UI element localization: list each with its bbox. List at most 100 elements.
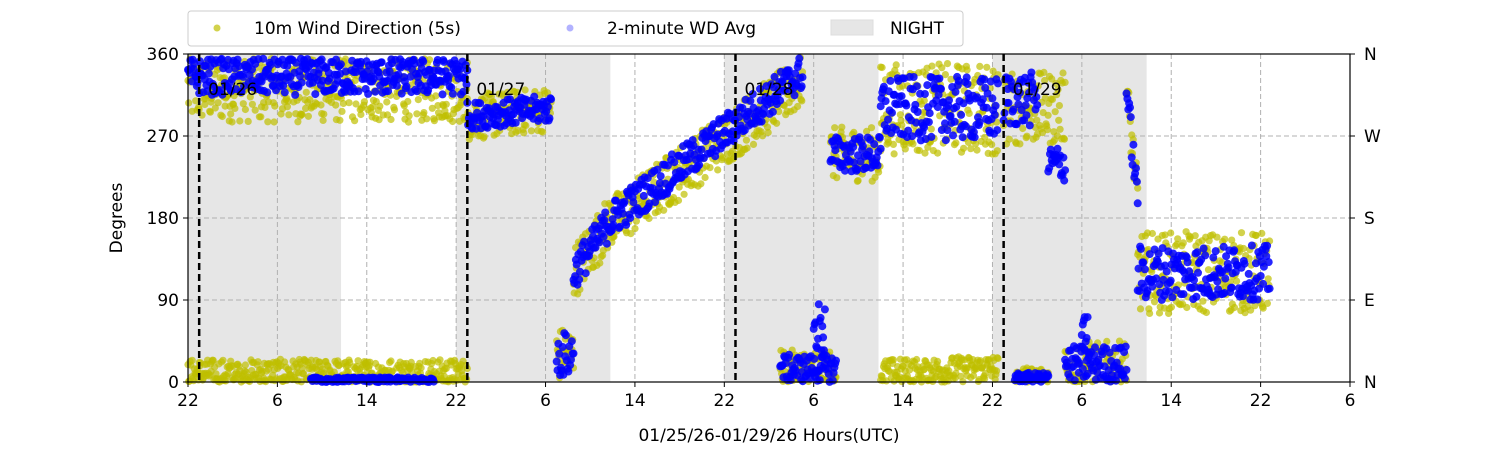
raw-point: [341, 55, 350, 63]
avg-point: [988, 94, 997, 103]
raw-point: [680, 190, 688, 198]
raw-point: [320, 369, 328, 377]
compass-tick-label: N: [1364, 373, 1377, 393]
avg-point: [975, 118, 984, 127]
raw-point: [405, 112, 413, 120]
raw-point: [1199, 297, 1207, 305]
raw-point: [351, 117, 359, 125]
avg-point: [980, 75, 989, 84]
raw-point: [1055, 102, 1063, 110]
raw-point: [185, 99, 193, 107]
raw-point: [414, 96, 422, 104]
raw-point: [909, 140, 917, 148]
raw-point: [1033, 116, 1041, 124]
avg-point: [1044, 372, 1053, 380]
avg-point: [920, 90, 929, 98]
raw-point: [209, 356, 217, 364]
raw-point: [674, 196, 683, 205]
avg-point: [1148, 282, 1157, 291]
raw-point: [284, 97, 292, 105]
avg-point: [1263, 241, 1272, 250]
avg-point: [1070, 376, 1079, 385]
avg-point: [1265, 284, 1274, 293]
raw-point: [1146, 309, 1154, 317]
legend: 10m Wind Direction (5s) 2-minute WD Avg …: [187, 10, 964, 47]
avg-point: [937, 126, 946, 134]
raw-point: [246, 93, 254, 101]
raw-point: [1148, 229, 1156, 238]
raw-point: [1251, 302, 1259, 310]
avg-point: [865, 147, 874, 156]
avg-point: [1059, 153, 1068, 162]
raw-point: [338, 107, 346, 115]
avg-point: [1166, 276, 1175, 285]
avg-point: [1022, 111, 1031, 120]
raw-point: [339, 99, 347, 108]
raw-point: [983, 63, 991, 71]
avg-point: [978, 95, 987, 104]
raw-point: [650, 178, 658, 186]
avg-point: [748, 90, 757, 98]
raw-point: [1051, 108, 1059, 116]
raw-point: [241, 361, 249, 369]
avg-point: [552, 357, 561, 366]
raw-point: [239, 100, 247, 108]
avg-point: [1199, 244, 1208, 253]
avg-point: [259, 54, 268, 63]
raw-point: [867, 124, 876, 132]
avg-point: [567, 337, 576, 346]
avg-point: [1012, 120, 1021, 129]
avg-point: [1004, 98, 1013, 107]
raw-point: [952, 139, 960, 147]
avg-point: [991, 101, 1000, 110]
raw-point: [336, 116, 344, 124]
avg-point: [924, 118, 933, 127]
raw-point: [963, 66, 971, 74]
raw-point: [763, 123, 772, 131]
x-tick-label: 6: [540, 391, 551, 411]
raw-point: [432, 92, 440, 100]
avg-point: [622, 220, 631, 229]
raw-point: [522, 121, 530, 130]
avg-point: [941, 136, 950, 145]
avg-point: [1136, 244, 1145, 253]
raw-point: [357, 110, 365, 119]
avg-point: [1221, 274, 1230, 283]
x-tick-label: 14: [624, 391, 646, 411]
legend-label-5s: 10m Wind Direction (5s): [254, 19, 461, 39]
avg-point: [620, 197, 629, 206]
raw-point: [889, 140, 898, 148]
avg-point: [1183, 258, 1192, 267]
raw-point: [890, 150, 898, 158]
raw-point: [1044, 111, 1052, 119]
raw-point: [794, 102, 802, 111]
avg-point: [810, 354, 819, 363]
avg-point: [354, 87, 363, 96]
avg-point: [949, 131, 957, 140]
raw-point: [317, 101, 325, 109]
avg-point: [1222, 252, 1231, 261]
y-tick-label: 0: [168, 373, 179, 393]
raw-point: [1264, 275, 1272, 283]
avg-point: [909, 73, 918, 81]
raw-point: [901, 145, 909, 153]
avg-point: [1190, 276, 1198, 284]
raw-point: [436, 356, 444, 364]
avg-point: [1129, 140, 1138, 149]
avg-point: [784, 66, 793, 75]
raw-point: [706, 164, 714, 172]
raw-point: [714, 166, 722, 174]
raw-point: [1150, 298, 1159, 306]
raw-point: [863, 127, 871, 135]
raw-point: [417, 364, 425, 372]
avg-point: [982, 103, 991, 112]
date-label: 01/28: [744, 80, 793, 100]
raw-point: [1155, 309, 1164, 317]
avg-point: [1227, 283, 1236, 292]
avg-point: [1201, 251, 1210, 260]
raw-point: [271, 102, 279, 110]
raw-point: [228, 118, 236, 126]
raw-point: [972, 140, 980, 148]
avg-point: [1105, 348, 1114, 357]
avg-point: [818, 322, 827, 331]
